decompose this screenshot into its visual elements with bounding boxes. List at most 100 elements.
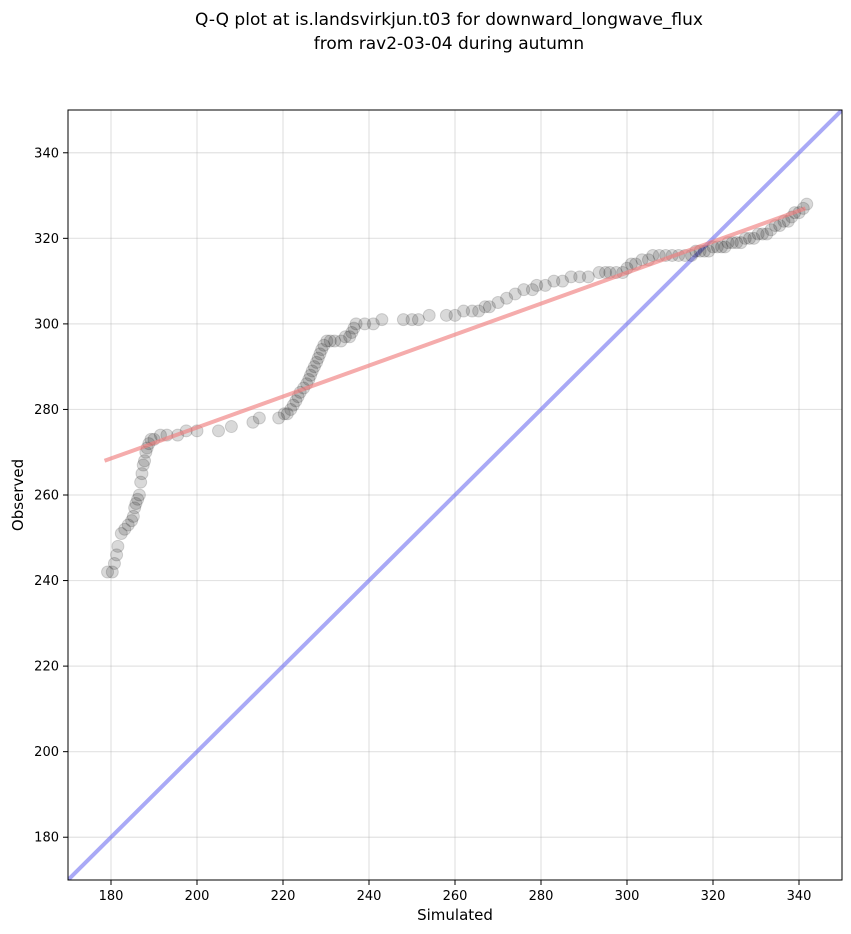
y-tick-label: 340 xyxy=(34,146,59,161)
qq-point xyxy=(375,313,389,327)
x-tick-label: 280 xyxy=(529,889,554,904)
qq-point xyxy=(422,308,436,322)
qq-point xyxy=(334,334,348,348)
plot-area xyxy=(68,110,842,880)
qq-point xyxy=(224,420,238,434)
qq-point xyxy=(517,283,531,297)
qq-point xyxy=(347,321,361,335)
qq-point xyxy=(320,334,334,348)
qq-point xyxy=(366,317,380,331)
qq-point xyxy=(101,565,115,579)
qq-point xyxy=(286,398,300,412)
qq-point xyxy=(317,338,331,352)
qq-point xyxy=(307,360,321,374)
qq-point xyxy=(472,304,486,318)
y-tick-label: 300 xyxy=(34,317,59,332)
qq-point xyxy=(538,278,552,292)
qq-point xyxy=(134,475,148,489)
qq-point xyxy=(315,343,329,357)
qq-point xyxy=(246,415,260,429)
x-tick-label: 240 xyxy=(357,889,382,904)
qq-point xyxy=(482,300,496,314)
qq-point xyxy=(111,539,125,553)
qq-point xyxy=(304,368,318,382)
qq-point xyxy=(448,308,462,322)
qq-point xyxy=(547,274,561,288)
qq-point xyxy=(525,283,539,297)
qq-point xyxy=(323,334,337,348)
qq-point xyxy=(131,492,145,506)
qq-point xyxy=(310,355,324,369)
qq-point xyxy=(556,274,569,288)
y-tick-label: 320 xyxy=(34,232,59,247)
qq-point xyxy=(280,407,294,421)
fit-line xyxy=(103,206,807,463)
x-tick-label: 220 xyxy=(271,889,296,904)
y-axis-label: Observed xyxy=(9,459,27,531)
y-tick-label: 240 xyxy=(34,574,59,589)
x-tick-label: 340 xyxy=(787,889,812,904)
qq-point xyxy=(405,313,419,327)
qq-point xyxy=(349,317,363,331)
qq-point xyxy=(125,514,139,528)
qq-point xyxy=(114,527,128,540)
qq-point xyxy=(743,231,757,245)
y-tick-label: 220 xyxy=(34,660,59,675)
y-tick-label: 280 xyxy=(34,403,59,418)
qq-point xyxy=(751,227,765,241)
qq-point xyxy=(439,308,453,322)
qq-point xyxy=(581,270,595,284)
x-tick-label: 200 xyxy=(185,889,210,904)
x-tick-label: 320 xyxy=(701,889,726,904)
qq-point xyxy=(478,300,492,314)
qq-point xyxy=(121,518,135,532)
qq-point xyxy=(573,270,587,284)
qq-point xyxy=(107,556,121,570)
x-axis-label: Simulated xyxy=(417,906,493,924)
qq-point xyxy=(411,313,425,327)
qq-point xyxy=(305,364,319,378)
qq-point xyxy=(530,278,544,292)
qq-point xyxy=(252,411,266,425)
qq-point xyxy=(138,454,152,468)
qq-point xyxy=(457,304,471,318)
qq-point xyxy=(136,458,150,472)
chart-title: Q-Q plot at is.landsvirkjun.t03 for down… xyxy=(195,10,703,30)
identity-line xyxy=(68,110,842,880)
qq-point xyxy=(718,240,732,254)
qq-point xyxy=(500,291,514,305)
qq-point xyxy=(465,304,479,318)
qq-point xyxy=(212,424,225,438)
qq-point xyxy=(126,509,140,523)
qq-point xyxy=(272,411,286,425)
qq-point xyxy=(715,240,729,254)
y-tick-label: 200 xyxy=(34,745,59,760)
qq-point xyxy=(135,467,149,481)
x-tick-label: 300 xyxy=(615,889,640,904)
qq-point xyxy=(738,231,752,245)
qq-point xyxy=(128,501,142,515)
qq-point xyxy=(343,330,357,344)
qq-point xyxy=(277,407,291,421)
chart-subtitle: from rav2-03-04 during autumn xyxy=(314,34,584,54)
qq-point xyxy=(132,488,146,502)
qq-point xyxy=(289,394,303,408)
qq-point xyxy=(338,330,352,344)
y-axis-ticks: 180 200 220 240 260 280 300 320 340 xyxy=(34,146,68,846)
qq-point xyxy=(328,334,342,348)
qq-point xyxy=(129,497,143,511)
x-axis-ticks: 180 200 220 240 260 280 300 320 340 xyxy=(99,880,812,904)
qq-point xyxy=(396,313,410,327)
qq-point xyxy=(592,266,606,280)
y-tick-label: 260 xyxy=(34,489,59,504)
qq-point xyxy=(345,325,359,339)
qq-point xyxy=(734,236,748,250)
qq-point xyxy=(760,227,774,241)
qq-point xyxy=(747,231,761,245)
y-tick-label: 180 xyxy=(34,831,59,846)
x-tick-label: 180 xyxy=(99,889,124,904)
qq-point xyxy=(358,317,372,331)
qq-point xyxy=(730,236,744,250)
qq-point xyxy=(508,287,522,301)
